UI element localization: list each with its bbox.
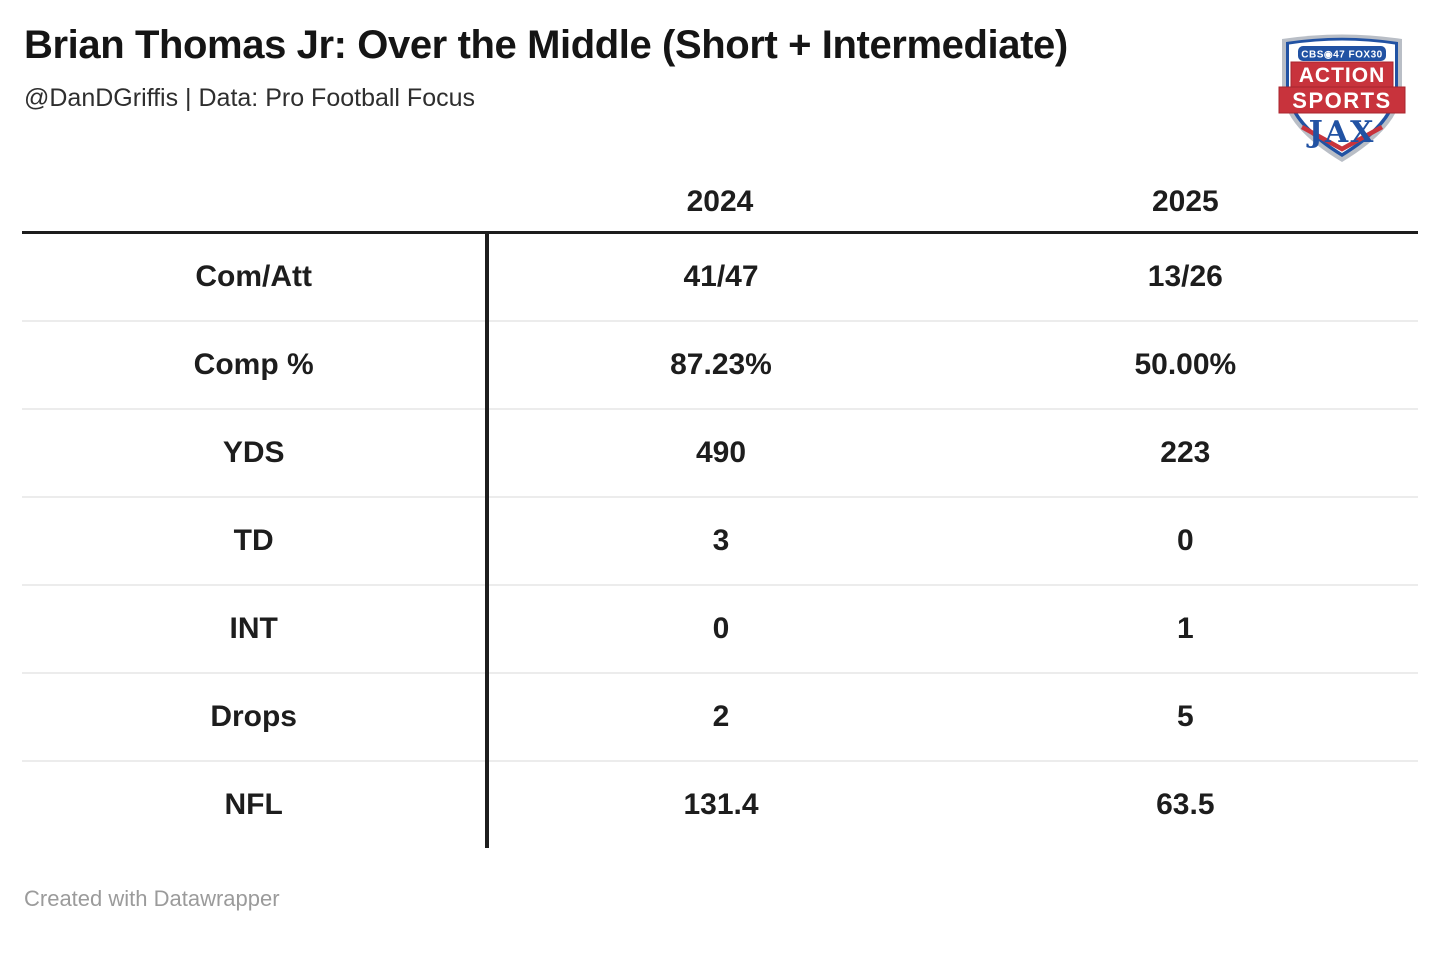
- header-2025: 2025: [1151, 185, 1219, 218]
- row-label: NFL: [22, 760, 488, 848]
- graphic-header: Brian Thomas Jr: Over the Middle (Short …: [0, 0, 1440, 162]
- table-row: NFL 131.4 63.5: [22, 760, 1418, 848]
- byline-source: @DanDGriffis | Data: Pro Football Focus: [24, 84, 476, 112]
- row-label: Com/Att: [195, 260, 312, 293]
- table-row: YDS 490 223: [22, 408, 1418, 497]
- datawrapper-credit: Created with Datawrapper: [24, 886, 280, 911]
- stats-table-container: 2024 2025 Com/Att 41/47 13/26 Comp % 87.…: [22, 173, 1418, 848]
- cell-2025: 63.5: [952, 760, 1418, 848]
- action-box: [1290, 61, 1394, 88]
- row-label: Drops: [22, 672, 488, 761]
- action-label: ACTION: [1299, 64, 1386, 87]
- table-row: Com/Att 41/47 13/26: [22, 232, 1418, 321]
- cell-2024: 3: [485, 496, 953, 585]
- table-row: TD 3 0: [22, 496, 1418, 585]
- table-row: Comp % 87.23% 50.00%: [22, 320, 1418, 409]
- table-row: INT 0 1: [22, 584, 1418, 673]
- table-row: Drops 2 5: [22, 672, 1418, 761]
- cell-2024: 41/47: [485, 232, 953, 321]
- header-stat-column: [22, 173, 487, 233]
- cell-2025: 223: [952, 408, 1418, 497]
- cell-2024: 490: [485, 408, 953, 497]
- row-label: Comp %: [22, 320, 488, 409]
- sports-banner: [1278, 86, 1406, 114]
- cell-2024: 87.23%: [485, 320, 953, 409]
- cell-2025: 13/26: [1147, 260, 1223, 293]
- cell-2025: 0: [952, 496, 1418, 585]
- network-banner: [1298, 46, 1386, 61]
- cell-2024: 2: [485, 672, 953, 761]
- action-sports-jax-logo-icon: CBS◉47 FOX30 ACTION SPORTS JAX: [1278, 34, 1406, 162]
- cell-2025: 5: [952, 672, 1418, 761]
- cell-2024: 131.4: [485, 760, 953, 848]
- row-label: INT: [22, 584, 488, 673]
- header-2024: 2024: [686, 185, 754, 218]
- stats-table: 2024 2025 Com/Att 41/47 13/26 Comp % 87.…: [22, 173, 1418, 848]
- cell-2024: 0: [485, 584, 953, 673]
- shield-red-chevron: [1300, 125, 1384, 152]
- cell-2025: 1: [952, 584, 1418, 673]
- jax-label: JAX: [1306, 115, 1376, 150]
- cell-2025: 50.00%: [952, 320, 1418, 409]
- sports-label: SPORTS: [1292, 88, 1391, 113]
- page-title: Brian Thomas Jr: Over the Middle (Short …: [24, 23, 1068, 67]
- row-label: TD: [22, 496, 488, 585]
- row-label: YDS: [22, 408, 488, 497]
- network-banner-label: CBS◉47 FOX30: [1301, 50, 1382, 61]
- table-header-row: 2024 2025: [22, 173, 1418, 233]
